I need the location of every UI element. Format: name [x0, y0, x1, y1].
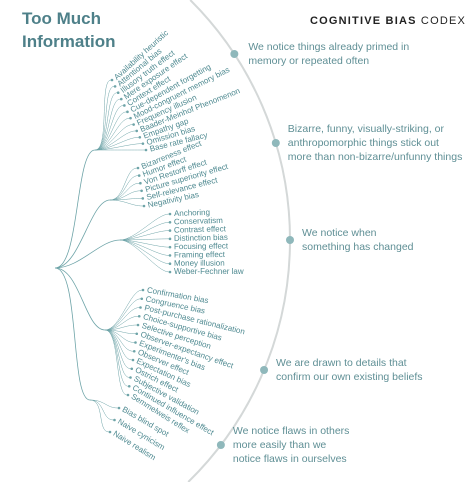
branch — [119, 239, 170, 273]
bias-dot — [139, 306, 142, 309]
bias-dot — [168, 220, 172, 224]
bias-dot — [134, 341, 137, 344]
group-description: Bizarre, funny, visually-striking, or — [288, 123, 445, 135]
bias-dot — [168, 245, 172, 249]
group-dot — [230, 50, 239, 58]
bias-dot — [136, 166, 140, 170]
branch — [104, 329, 131, 369]
bias-dot — [140, 297, 144, 301]
bias-dot — [132, 123, 135, 126]
brand: COGNITIVE BIAS CODEX — [310, 15, 466, 27]
bias-dot — [108, 430, 112, 434]
bias-dot — [168, 254, 172, 257]
bias-dot — [123, 104, 126, 107]
group-description: We notice things already primed in — [248, 41, 409, 53]
bias-label: Framing effect — [174, 250, 226, 260]
branch — [119, 213, 170, 241]
branch — [94, 86, 115, 151]
bias-label: Anchoring — [174, 208, 210, 218]
title-line: Information — [22, 32, 116, 51]
trunk — [54, 267, 91, 401]
bias-dot — [126, 110, 129, 114]
bias-dot — [137, 174, 141, 177]
bias-dot — [129, 116, 132, 120]
bias-dot — [137, 314, 141, 318]
bias-dot — [139, 181, 142, 185]
title-line: Too Much — [22, 9, 101, 28]
bias-dot — [113, 85, 117, 88]
bias-dot — [168, 229, 172, 232]
branch — [104, 307, 140, 331]
bias-dot — [168, 270, 172, 274]
branch — [104, 329, 130, 378]
bias-label: Weber-Fechner law — [174, 267, 244, 276]
group-dot — [271, 139, 280, 147]
bias-label: Distinction bias — [174, 233, 228, 243]
group-description: memory or repeated often — [248, 55, 369, 67]
bias-dot — [168, 262, 172, 266]
branch — [104, 289, 143, 331]
bias-dot — [117, 406, 121, 410]
bias-dot — [144, 148, 148, 152]
group-description: We notice flaws in others — [233, 425, 350, 437]
group-description: confirm our own existing beliefs — [276, 371, 422, 383]
bias-dot — [135, 129, 139, 133]
group-dot — [260, 366, 269, 374]
brand-bold: COGNITIVE BIAS — [310, 15, 417, 27]
bias-label: Conservatism — [174, 216, 223, 226]
group-dot — [286, 236, 294, 244]
bias-dot — [168, 237, 172, 241]
bias-dot — [129, 376, 132, 379]
bias-dot — [126, 393, 130, 397]
bias-dot — [136, 323, 140, 327]
bias-dot — [138, 135, 142, 139]
branch — [89, 399, 119, 409]
branch — [119, 239, 170, 264]
branch — [94, 79, 112, 151]
bias-dot — [130, 367, 134, 371]
bias-label: Contrast effect — [174, 224, 227, 234]
bias-dot — [113, 418, 116, 422]
bias-dot — [168, 212, 172, 216]
bias-label: Money illusion — [174, 259, 225, 268]
brand-light: CODEX — [421, 15, 466, 27]
bias-dot — [116, 91, 120, 95]
branch — [104, 298, 141, 331]
group-description: more easily than we — [233, 439, 327, 451]
bias-dot — [135, 332, 139, 336]
bias-dot — [127, 384, 131, 388]
group-description: anthropomorphic things stick out — [288, 137, 439, 149]
trunk — [54, 149, 96, 269]
branch — [119, 222, 170, 241]
branch — [104, 329, 134, 352]
branch — [109, 199, 144, 207]
trunk — [54, 239, 121, 269]
bias-dot — [119, 97, 123, 101]
group-dot — [216, 441, 225, 449]
bias-dot — [141, 142, 145, 145]
bias-dot — [132, 349, 136, 353]
branch — [109, 167, 138, 201]
branch — [104, 329, 135, 343]
bias-dot — [140, 189, 143, 193]
group-description: more than non-bizarre/unfunny things — [288, 151, 463, 163]
branch — [89, 399, 114, 421]
group-description: something has changed — [302, 241, 414, 253]
group-description: We notice when — [302, 227, 377, 239]
bias-label: Focusing effect — [174, 241, 229, 251]
branch — [119, 239, 170, 256]
bias-dot — [141, 288, 145, 292]
bias-dot — [110, 78, 114, 82]
group-description: We are drawn to details that — [276, 357, 407, 369]
branch — [104, 316, 139, 331]
trunk — [54, 199, 111, 269]
group-description: notice flaws in ourselves — [233, 453, 347, 465]
bias-dot — [141, 197, 145, 200]
bias-dot — [131, 358, 135, 362]
trunk — [54, 267, 106, 331]
bias-dot — [142, 204, 146, 208]
